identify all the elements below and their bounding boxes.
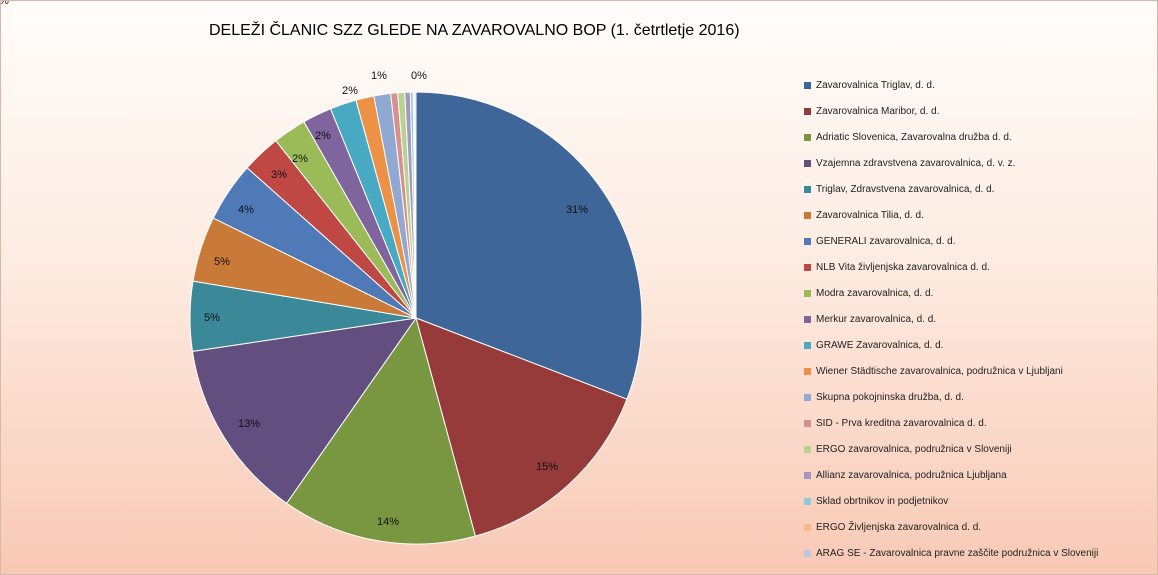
legend-swatch — [804, 289, 811, 297]
legend-label: Modra zavarovalnica, d. d. — [816, 287, 934, 299]
slice-label-zavarovalnica-tilia-d-d: 5% — [214, 256, 230, 268]
slice-label-triglav-zdravstvena-zavarovalnica-d-d: 5% — [204, 312, 220, 324]
legend-swatch — [804, 471, 811, 479]
legend-item-ergo-zivljenjska-zavarovalnica-d-d: ERGO Življenjska zavarovalnica d. d. — [804, 514, 1098, 540]
legend-label: GRAWE Zavarovalnica, d. d. — [816, 339, 944, 351]
legend-item-modra-zavarovalnica-d-d: Modra zavarovalnica, d. d. — [804, 280, 1098, 306]
legend-swatch — [804, 211, 811, 219]
legend-label: Sklad obrtnikov in podjetnikov — [816, 495, 949, 507]
legend-swatch — [804, 133, 811, 141]
legend-swatch — [804, 185, 811, 193]
pie-slice-vzajemna-zdravstvena-zavarovalnica-d-v-z — [191, 317, 418, 504]
legend-item-skupna-pokojninska-druzba-d-d: Skupna pokojninska družba, d. d. — [804, 384, 1098, 410]
legend-label: Triglav, Zdravstvena zavarovalnica, d. d… — [816, 183, 995, 195]
pie-slice-zavarovalnica-triglav-d-d — [415, 91, 643, 400]
pie-slice-arag-se-zavarovalnica-pravne-zascite-podruznica-v-sloveniji — [414, 91, 417, 319]
legend-item-generali-zavarovalnica-d-d: GENERALI zavarovalnica, d. d. — [804, 228, 1098, 254]
legend-label: Vzajemna zdravstvena zavarovalnica, d. v… — [816, 157, 1016, 169]
legend-item-merkur-zavarovalnica-d-d: Merkur zavarovalnica, d. d. — [804, 306, 1098, 332]
legend-item-sid-prva-kreditna-zavarovalnica-d-d: SID - Prva kreditna zavarovalnica d. d. — [804, 410, 1098, 436]
legend-swatch — [804, 367, 811, 375]
legend-label: SID - Prva kreditna zavarovalnica d. d. — [816, 417, 987, 429]
legend-label: Allianz zavarovalnica, podružnica Ljublj… — [816, 469, 1007, 481]
legend-swatch — [804, 523, 811, 531]
slice-label-generali-zavarovalnica-d-d: 4% — [238, 204, 254, 216]
slice-label-vzajemna-zdravstvena-zavarovalnica-d-v-z: 13% — [238, 418, 260, 430]
legend-swatch — [804, 263, 811, 271]
legend-item-wiener-stadtische-zavarovalnica-podruznica-v-ljubljani: Wiener Städtische zavarovalnica, podružn… — [804, 358, 1098, 384]
legend-label: Merkur zavarovalnica, d. d. — [816, 313, 937, 325]
legend-swatch — [804, 341, 811, 349]
legend-item-zavarovalnica-maribor-d-d: Zavarovalnica Maribor, d. d. — [804, 98, 1098, 124]
legend-label: NLB Vita življenjska zavarovalnica d. d. — [816, 261, 990, 273]
legend-swatch — [804, 445, 811, 453]
legend-label: Zavarovalnica Maribor, d. d. — [816, 105, 940, 117]
legend-label: ARAG SE - Zavarovalnica pravne zaščite p… — [816, 547, 1099, 559]
legend-swatch — [804, 549, 811, 557]
legend-item-grawe-zavarovalnica-d-d: GRAWE Zavarovalnica, d. d. — [804, 332, 1098, 358]
legend-label: Wiener Städtische zavarovalnica, podružn… — [816, 365, 1063, 377]
legend-label: Adriatic Slovenica, Zavarovalna družba d… — [816, 131, 1012, 143]
legend-label: Zavarovalnica Triglav, d. d. — [816, 79, 935, 91]
legend-item-ergo-zavarovalnica-podruznica-v-sloveniji: ERGO zavarovalnica, podružnica v Sloveni… — [804, 436, 1098, 462]
legend-label: Skupna pokojninska družba, d. d. — [816, 391, 964, 403]
slice-label-adriatic-slovenica-zavarovalna-druzba-d-d: 14% — [377, 516, 399, 528]
legend-label: Zavarovalnica Tilia, d. d. — [816, 209, 924, 221]
legend-item-triglav-zdravstvena-zavarovalnica-d-d: Triglav, Zdravstvena zavarovalnica, d. d… — [804, 176, 1098, 202]
legend-item-vzajemna-zdravstvena-zavarovalnica-d-v-z: Vzajemna zdravstvena zavarovalnica, d. v… — [804, 150, 1098, 176]
slice-label-nlb-vita-zivljenjska-zavarovalnica-d-d: 3% — [271, 169, 287, 181]
legend-item-allianz-zavarovalnica-podruznica-ljubljana: Allianz zavarovalnica, podružnica Ljublj… — [804, 462, 1098, 488]
legend-label: GENERALI zavarovalnica, d. d. — [816, 235, 956, 247]
legend-label: ERGO zavarovalnica, podružnica v Sloveni… — [816, 443, 1012, 455]
legend-swatch — [804, 107, 811, 115]
legend-item-adriatic-slovenica-zavarovalna-druzba-d-d: Adriatic Slovenica, Zavarovalna družba d… — [804, 124, 1098, 150]
slice-label-merkur-zavarovalnica-d-d: 2% — [315, 130, 331, 142]
legend: Zavarovalnica Triglav, d. d. Zavarovalnic… — [804, 72, 1098, 566]
pie-chart: 31% 15% 14% 13% 5% 5% 4% 3% 2% 2% 2% 1% 1% 0% — [1, 1, 643, 545]
slice-label-wiener-stadtische-zavarovalnica-podruznica-v-ljubljani: 1% — [371, 70, 387, 82]
chart-title: DELEŽI ČLANIC SZZ GLEDE NA ZAVAROVALNO B… — [209, 22, 740, 39]
legend-item-sklad-obrtnikov-in-podjetnikov: Sklad obrtnikov in podjetnikov — [804, 488, 1098, 514]
legend-item-zavarovalnica-tilia-d-d: Zavarovalnica Tilia, d. d. — [804, 202, 1098, 228]
slice-label-skupna-pokojninska-druzba-d-d: 1% — [1, 1, 9, 7]
legend-swatch — [804, 237, 811, 245]
legend-item-zavarovalnica-triglav-d-d: Zavarovalnica Triglav, d. d. — [804, 72, 1098, 98]
legend-swatch — [804, 497, 811, 505]
legend-item-nlb-vita-zivljenjska-zavarovalnica-d-d: NLB Vita življenjska zavarovalnica d. d. — [804, 254, 1098, 280]
slice-label-zavarovalnica-triglav-d-d: 31% — [566, 204, 588, 216]
legend-label: ERGO Življenjska zavarovalnica d. d. — [816, 521, 982, 533]
legend-item-arag-se-zavarovalnica-pravne-zascite-podruznica-v-sloveniji: ARAG SE - Zavarovalnica pravne zaščite p… — [804, 540, 1098, 566]
legend-swatch — [804, 81, 811, 89]
legend-swatch — [804, 159, 811, 167]
pie-slice-adriatic-slovenica-zavarovalna-druzba-d-d — [285, 316, 476, 545]
slice-label-modra-zavarovalnica-d-d: 2% — [292, 153, 308, 165]
slice-label-grawe-zavarovalnica-d-d: 2% — [342, 85, 358, 97]
slice-label-zavarovalnica-maribor-d-d: 15% — [536, 461, 558, 473]
legend-swatch — [804, 315, 811, 323]
slice-label-arag-se-zavarovalnica-pravne-zascite-podruznica-v-sloveniji: 0% — [411, 70, 427, 82]
legend-swatch — [804, 419, 811, 427]
pie-slice-zavarovalnica-maribor-d-d — [415, 317, 628, 537]
legend-swatch — [804, 393, 811, 401]
